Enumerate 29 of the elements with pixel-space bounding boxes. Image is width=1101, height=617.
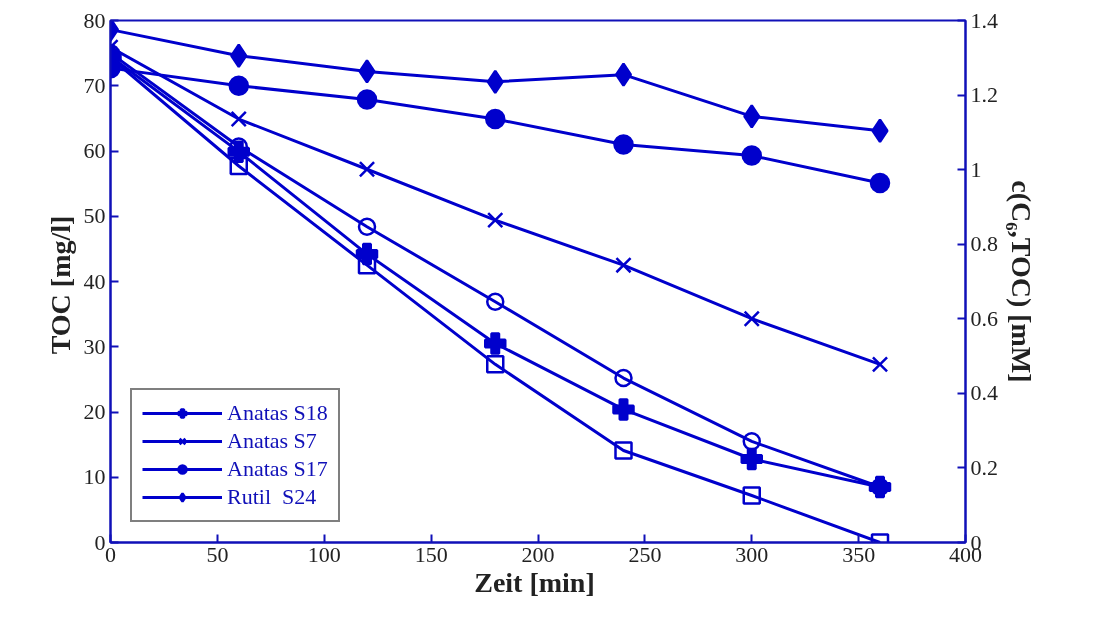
y2-tick-label: 1.4: [970, 7, 998, 33]
x-tick-label: 50: [206, 541, 229, 567]
y2-tick-label: 1.2: [970, 82, 998, 108]
y2-tick-label: 0.8: [970, 231, 998, 257]
x-tick-label: 100: [307, 541, 341, 567]
legend-label: Anatas S7: [227, 428, 317, 454]
y-axis-title: TOC [mg/l]: [44, 215, 76, 355]
x-tick-label: 300: [735, 541, 769, 567]
legend-label: Anatas S18: [227, 400, 328, 426]
y2-tick-label: 0.2: [970, 454, 998, 480]
x-tick-label: 200: [521, 541, 555, 567]
y2-axis-title: c(C₆,TOC) [mM]: [1006, 180, 1037, 383]
x-tick-label: 250: [628, 541, 662, 567]
y-tick-label: 30: [83, 333, 106, 359]
x-tick-label: 350: [842, 541, 876, 567]
y-tick-label: 80: [83, 7, 106, 33]
y-tick-label: 40: [83, 268, 106, 294]
y-tick-label: 20: [83, 399, 106, 424]
y-tick-label: 10: [83, 464, 106, 490]
y-tick-label: 70: [83, 72, 106, 98]
y2-tick-label: 0.6: [970, 305, 998, 331]
x-axis-title: Zeit [min]: [474, 566, 595, 598]
y-tick-label: 60: [83, 138, 106, 163]
y2-tick-label: 1: [970, 156, 982, 182]
y2-tick-label: 0.4: [970, 380, 998, 406]
legend-label: Rutil S24: [227, 484, 317, 510]
legend-label: Anatas S17: [227, 456, 328, 482]
y-tick-label: 50: [83, 203, 106, 229]
x-tick-label: 150: [414, 541, 448, 567]
